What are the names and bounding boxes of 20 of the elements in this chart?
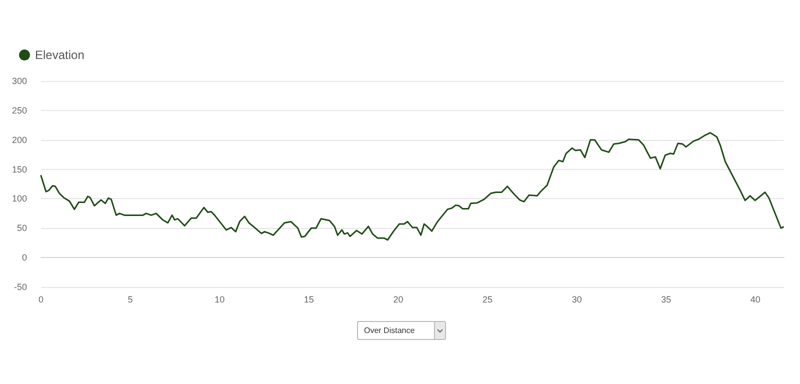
y-tick-label: 150 [12,164,27,174]
y-tick-label: -50 [14,282,27,292]
x-tick-label: 0 [38,294,44,304]
y-tick-label: 200 [12,134,27,145]
legend-label: Elevation [35,48,84,62]
y-tick-label: 250 [12,105,27,116]
x-tick-label: 30 [572,294,582,304]
y-tick-label: 300 [12,76,27,86]
x-tick-label: 15 [304,294,314,304]
dropdown-field: Over Distance [357,321,446,340]
x-tick-label: 25 [482,294,493,304]
y-tick-label: 50 [16,223,27,234]
x-tick-label: 10 [214,294,225,304]
x-tick-label: 20 [393,294,404,304]
line-series [40,132,784,241]
y-tick-label: 100 [12,194,27,204]
x-tick-label: 40 [750,294,760,304]
x-tick-label: 5 [128,294,133,304]
x-tick-label: 35 [661,294,672,304]
y-tick-label: 0 [22,252,27,263]
